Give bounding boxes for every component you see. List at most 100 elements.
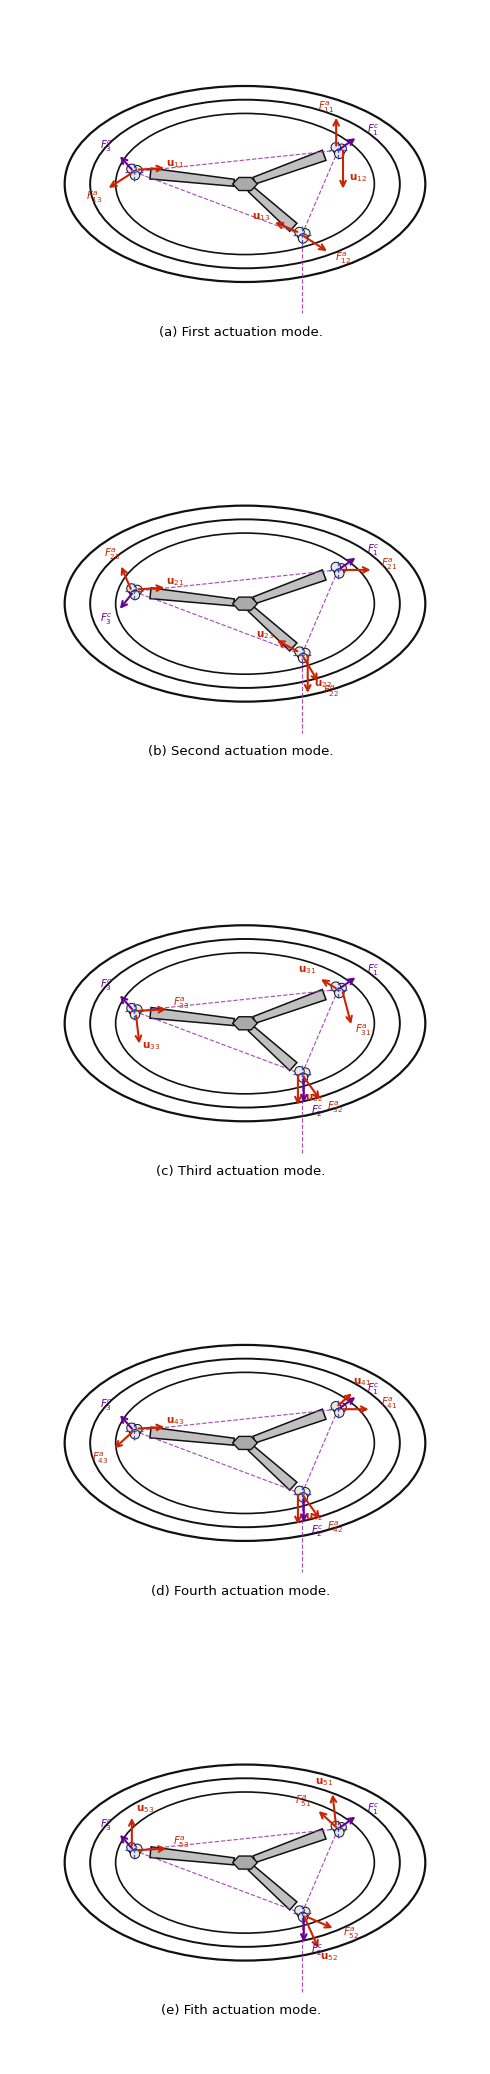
Circle shape bbox=[133, 1425, 142, 1433]
Circle shape bbox=[333, 145, 343, 156]
Circle shape bbox=[331, 981, 341, 991]
Text: $F^c_3$: $F^c_3$ bbox=[100, 612, 113, 626]
Text: $\mathbf{u}_{31}$: $\mathbf{u}_{31}$ bbox=[298, 964, 316, 977]
Text: $F^c_1$: $F^c_1$ bbox=[367, 122, 380, 139]
Circle shape bbox=[297, 1908, 307, 1918]
Circle shape bbox=[298, 1912, 308, 1923]
Text: $F^a_{23}$: $F^a_{23}$ bbox=[104, 545, 121, 562]
Circle shape bbox=[127, 1423, 136, 1433]
Polygon shape bbox=[233, 1437, 257, 1450]
Polygon shape bbox=[150, 1427, 234, 1446]
Circle shape bbox=[298, 1072, 308, 1083]
Circle shape bbox=[335, 568, 344, 579]
Circle shape bbox=[337, 1402, 346, 1412]
Text: $\mathbf{u}_{43}$: $\mathbf{u}_{43}$ bbox=[166, 1414, 184, 1427]
Polygon shape bbox=[150, 587, 234, 606]
Circle shape bbox=[297, 230, 307, 241]
Text: $F^c_3$: $F^c_3$ bbox=[100, 1817, 113, 1833]
Circle shape bbox=[301, 1908, 310, 1916]
Circle shape bbox=[301, 228, 310, 239]
Circle shape bbox=[133, 166, 142, 174]
Circle shape bbox=[335, 1408, 344, 1417]
Text: $\mathbf{u}_{42}$: $\mathbf{u}_{42}$ bbox=[305, 1512, 322, 1522]
Polygon shape bbox=[253, 149, 326, 185]
Circle shape bbox=[129, 587, 139, 595]
Text: $F^a_{31}$: $F^a_{31}$ bbox=[355, 1022, 372, 1039]
Circle shape bbox=[129, 168, 139, 176]
Text: $\mathbf{u}_{33}$: $\mathbf{u}_{33}$ bbox=[143, 1041, 161, 1052]
Polygon shape bbox=[253, 989, 326, 1022]
Circle shape bbox=[133, 1844, 142, 1854]
Circle shape bbox=[333, 985, 343, 993]
Text: $F^c_2$: $F^c_2$ bbox=[311, 1524, 324, 1539]
Text: $\mathbf{u}_{41}$: $\mathbf{u}_{41}$ bbox=[353, 1375, 371, 1388]
Text: (e) Fith actuation mode.: (e) Fith actuation mode. bbox=[161, 2003, 321, 2018]
Circle shape bbox=[337, 564, 346, 572]
Text: $F^c_3$: $F^c_3$ bbox=[100, 977, 113, 993]
Circle shape bbox=[337, 143, 346, 153]
Circle shape bbox=[337, 983, 346, 993]
Text: $F^c_1$: $F^c_1$ bbox=[367, 543, 380, 558]
Circle shape bbox=[297, 1070, 307, 1078]
Text: $F^a_{22}$: $F^a_{22}$ bbox=[323, 684, 340, 699]
Text: $\mathbf{u}_{53}$: $\mathbf{u}_{53}$ bbox=[137, 1802, 155, 1815]
Circle shape bbox=[333, 1825, 343, 1833]
Circle shape bbox=[130, 170, 140, 180]
Text: (b) Second actuation mode.: (b) Second actuation mode. bbox=[148, 745, 334, 759]
Circle shape bbox=[130, 1010, 140, 1018]
Text: $\mathbf{u}_{23}$: $\mathbf{u}_{23}$ bbox=[255, 628, 274, 641]
Circle shape bbox=[295, 647, 304, 655]
Text: $F^c_3$: $F^c_3$ bbox=[100, 139, 113, 153]
Circle shape bbox=[127, 164, 136, 174]
Polygon shape bbox=[253, 570, 326, 604]
Circle shape bbox=[295, 228, 304, 236]
Polygon shape bbox=[248, 1027, 297, 1070]
Polygon shape bbox=[248, 187, 297, 232]
Text: $F^a_{32}$: $F^a_{32}$ bbox=[327, 1099, 343, 1116]
Circle shape bbox=[301, 1068, 310, 1076]
Text: $F^a_{21}$: $F^a_{21}$ bbox=[381, 556, 397, 572]
Circle shape bbox=[337, 1823, 346, 1831]
Circle shape bbox=[127, 583, 136, 593]
Polygon shape bbox=[253, 1408, 326, 1444]
Text: $\mathbf{u}_{22}$: $\mathbf{u}_{22}$ bbox=[315, 678, 332, 691]
Text: $F^c_2$: $F^c_2$ bbox=[311, 1943, 324, 1958]
Text: $\mathbf{u}_{13}$: $\mathbf{u}_{13}$ bbox=[251, 212, 270, 224]
Polygon shape bbox=[233, 597, 257, 610]
Circle shape bbox=[301, 649, 310, 657]
Circle shape bbox=[297, 649, 307, 660]
Polygon shape bbox=[248, 606, 297, 651]
Circle shape bbox=[335, 1827, 344, 1838]
Polygon shape bbox=[233, 1856, 257, 1869]
Circle shape bbox=[129, 1846, 139, 1854]
Text: $F^a_{12}$: $F^a_{12}$ bbox=[335, 251, 351, 265]
Circle shape bbox=[127, 1842, 136, 1852]
Text: $\mathbf{u}_{51}$: $\mathbf{u}_{51}$ bbox=[316, 1775, 334, 1788]
Text: $F^a_{13}$: $F^a_{13}$ bbox=[86, 189, 103, 205]
Text: $F^c_2$: $F^c_2$ bbox=[311, 1103, 324, 1120]
Text: $F^a_{41}$: $F^a_{41}$ bbox=[381, 1396, 397, 1410]
Text: $F^c_1$: $F^c_1$ bbox=[367, 1381, 380, 1398]
Polygon shape bbox=[248, 1446, 297, 1491]
Circle shape bbox=[130, 591, 140, 599]
Text: $\mathbf{u}_{52}$: $\mathbf{u}_{52}$ bbox=[320, 1952, 338, 1962]
Circle shape bbox=[130, 1850, 140, 1858]
Text: $\mathbf{u}_{32}$: $\mathbf{u}_{32}$ bbox=[305, 1091, 322, 1103]
Circle shape bbox=[331, 562, 341, 572]
Text: $F^a_{33}$: $F^a_{33}$ bbox=[172, 996, 189, 1010]
Circle shape bbox=[333, 1404, 343, 1414]
Polygon shape bbox=[150, 1846, 234, 1865]
Circle shape bbox=[331, 1821, 341, 1831]
Text: $\mathbf{u}_{21}$: $\mathbf{u}_{21}$ bbox=[166, 577, 184, 587]
Text: $F^c_1$: $F^c_1$ bbox=[367, 1802, 380, 1817]
Polygon shape bbox=[248, 1865, 297, 1910]
Text: $\mathbf{u}_{12}$: $\mathbf{u}_{12}$ bbox=[349, 172, 367, 185]
Text: $F^a_{43}$: $F^a_{43}$ bbox=[92, 1450, 109, 1466]
Text: $F^a_{53}$: $F^a_{53}$ bbox=[172, 1835, 189, 1850]
Polygon shape bbox=[233, 178, 257, 191]
Text: (d) Fourth actuation mode.: (d) Fourth actuation mode. bbox=[151, 1585, 331, 1597]
Circle shape bbox=[133, 1004, 142, 1014]
Circle shape bbox=[129, 1427, 139, 1435]
Text: $F^c_1$: $F^c_1$ bbox=[367, 962, 380, 977]
Circle shape bbox=[335, 989, 344, 998]
